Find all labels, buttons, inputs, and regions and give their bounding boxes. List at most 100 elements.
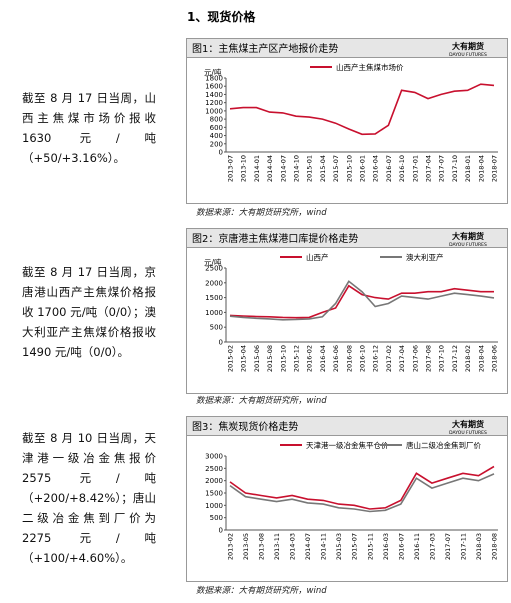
x-tick-label: 2018-06 [491,345,499,372]
x-tick-label: 2015-07 [332,155,340,182]
x-tick-label: 2015-10 [345,155,353,182]
x-tick-label: 2017-04 [425,155,433,182]
x-tick-label: 2016-10 [359,345,367,372]
x-tick-label: 2015-02 [227,345,235,372]
y-unit: 元/吨 [204,257,222,267]
x-tick-label: 2017-12 [451,345,459,372]
x-tick-label: 2016-02 [306,345,314,372]
x-tick-label: 2014-11 [320,533,328,560]
line [229,83,495,136]
y-tick-label: 1000 [205,107,223,115]
title-bar [186,416,508,436]
x-tick-label: 2015-07 [351,533,359,560]
logo-en: DAYOU FUTURES [449,242,487,248]
y-tick-label: 0 [219,527,223,535]
paragraph: 截至 8 月 10 日当周，天津港一级冶金焦报价 2575 元/吨（+200/+… [22,431,156,565]
x-tick-label: 2015-11 [366,533,374,560]
x-tick-label: 2015-10 [279,345,287,372]
x-tick-label: 2018-04 [477,345,485,372]
x-tick-label: 2018-01 [464,155,472,182]
x-tick-label: 2013-08 [258,533,266,560]
logo: 大有期货 [452,41,484,51]
x-tick-label: 2013-02 [227,533,235,560]
y-tick-label: 1200 [205,99,223,107]
y-tick-label: 2000 [205,279,223,287]
logo: 大有期货 [452,419,484,429]
line [229,280,495,321]
x-tick-label: 2016-07 [397,533,405,560]
x-tick-label: 2014-10 [293,155,301,182]
x-tick-label: 2016-12 [372,345,380,372]
paragraph: 截至 8 月 17 日当周，京唐港山西产主焦煤价格报收 1700 元/吨（0/0… [22,265,156,359]
y-tick-label: 2500 [205,265,223,273]
logo: 大有期货 [452,231,484,241]
x-tick-label: 2014-01 [253,155,261,182]
x-tick-label: 2017-07 [438,155,446,182]
x-tick-label: 2014-07 [279,155,287,182]
source: 数据来源：大有期货研究所，wind [196,208,327,218]
x-tick-label: 2015-04 [319,155,327,182]
y-tick-label: 1600 [205,83,223,91]
x-tick-label: 2014-03 [289,533,297,560]
x-tick-label: 2016-06 [332,345,340,372]
x-tick-label: 2016-10 [398,155,406,182]
x-tick-label: 2017-10 [438,345,446,372]
x-tick-label: 2014-07 [304,533,312,560]
figure-title: 图3：焦炭现货价格走势 [192,420,298,433]
legend-label: 天津港一级冶金焦平仓价 [306,440,389,450]
x-tick-label: 2016-03 [382,533,390,560]
y-tick-label: 1500 [205,294,223,302]
x-tick-label: 2016-11 [413,533,421,560]
x-tick-label: 2018-02 [464,345,472,372]
x-tick-label: 2013-05 [242,533,250,560]
x-tick-label: 2015-06 [253,345,261,372]
line [229,284,494,319]
x-tick-label: 2017-04 [398,345,406,372]
y-tick-label: 1400 [205,91,223,99]
y-tick-label: 0 [219,339,223,347]
x-tick-label: 2017-06 [411,345,419,372]
y-tick-label: 400 [210,132,223,140]
x-tick-label: 2016-07 [385,155,393,182]
y-tick-label: 200 [210,140,223,148]
x-tick-label: 2016-04 [319,345,327,372]
y-tick-label: 1800 [205,75,223,83]
x-tick-label: 2017-01 [411,155,419,182]
title-bar [186,228,508,248]
figure-title: 图2：京唐港主焦煤港口库提价格走势 [192,232,358,245]
y-tick-label: 1000 [205,309,223,317]
line [229,473,495,513]
y-tick-label: 2000 [205,477,223,485]
x-tick-label: 2013-07 [227,155,235,182]
x-tick-label: 2015-04 [240,345,248,372]
y-tick-label: 500 [210,514,223,522]
y-tick-label: 0 [219,149,223,157]
x-tick-label: 2015-01 [306,155,314,182]
y-tick-label: 500 [210,324,223,332]
y-tick-label: 1000 [205,502,223,510]
x-tick-label: 2017-07 [444,533,452,560]
x-tick-label: 2017-11 [459,533,467,560]
legend-label: 山西产 [306,252,329,262]
x-tick-label: 2015-12 [293,345,301,372]
figure-title: 图1：主焦煤主产区产地报价走势 [192,42,338,55]
legend-label: 澳大利亚产 [406,252,444,262]
y-tick-label: 2500 [205,465,223,473]
logo-en: DAYOU FUTURES [449,52,487,58]
x-tick-label: 2013-11 [273,533,281,560]
x-tick-label: 2013-10 [240,155,248,182]
legend-label: 山西产主焦煤市场价 [336,62,404,72]
source: 数据来源：大有期货研究所，wind [196,396,327,406]
line [229,465,495,510]
heading: 1、现货价格 [187,10,256,24]
title-bar [186,38,508,58]
x-tick-label: 2017-10 [451,155,459,182]
x-tick-label: 2018-04 [477,155,485,182]
y-tick-label: 3000 [205,453,223,461]
paragraph: 截至 8 月 17 日当周，山西主焦煤市场价报收 1630 元/吨（+50/+3… [22,91,156,165]
x-tick-label: 2018-03 [475,533,483,560]
x-tick-label: 2018-08 [491,533,499,560]
